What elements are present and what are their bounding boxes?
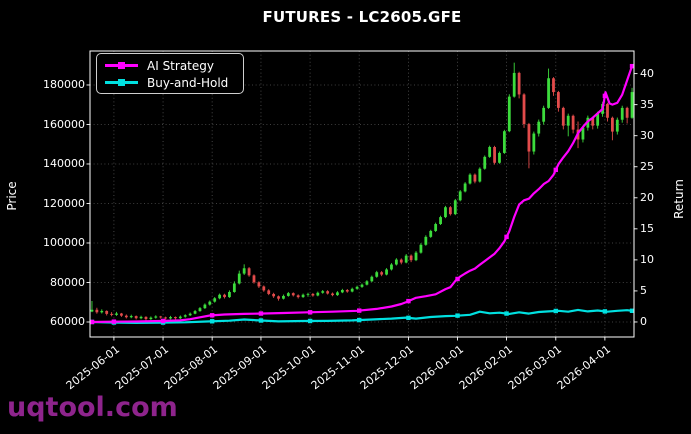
price-tick-label: 60000 bbox=[50, 315, 85, 329]
return-tick-label: 20 bbox=[640, 191, 654, 205]
return-tick-label: 30 bbox=[640, 129, 654, 143]
axis-ticks bbox=[86, 73, 638, 341]
buy-and-hold-line-marker bbox=[553, 308, 558, 314]
return-tick-label: 35 bbox=[640, 98, 654, 112]
price-tick-label: 180000 bbox=[43, 78, 85, 92]
ai-strategy-line-marker bbox=[455, 276, 460, 282]
price-tick-label: 140000 bbox=[43, 157, 85, 171]
buy-and-hold-line-marker bbox=[602, 309, 608, 314]
ai-strategy-line-marker bbox=[111, 319, 117, 324]
ai-strategy-line-marker bbox=[629, 63, 635, 69]
buy-and-hold-line-marker bbox=[629, 308, 635, 313]
buy-and-hold-line-marker bbox=[258, 318, 264, 323]
return-axis-label: Return bbox=[672, 179, 686, 219]
watermark: uqtool.com bbox=[7, 392, 178, 423]
price-tick-label: 80000 bbox=[50, 275, 85, 289]
legend: AI Strategy Buy-and-Hold bbox=[96, 53, 244, 94]
buy-and-hold-line-marker bbox=[209, 319, 215, 324]
price-tick-label: 160000 bbox=[43, 117, 85, 131]
buy-and-hold-line-swatch bbox=[105, 78, 138, 87]
candles-up bbox=[90, 62, 634, 321]
price-tick-label: 100000 bbox=[43, 236, 85, 250]
buy-and-hold-line-marker bbox=[357, 317, 362, 323]
return-tick-label: 25 bbox=[640, 160, 654, 174]
return-tick-label: 15 bbox=[640, 222, 654, 236]
ai-strategy-line bbox=[89, 63, 635, 325]
return-tick-label: 5 bbox=[640, 284, 647, 298]
ai-strategy-line-marker bbox=[602, 93, 608, 99]
buy-and-hold-line-marker bbox=[307, 318, 313, 324]
price-tick-label: 120000 bbox=[43, 196, 85, 210]
ai-strategy-line-marker bbox=[307, 310, 313, 315]
buy-and-hold-line-marker bbox=[455, 313, 460, 318]
ai-strategy-line-marker bbox=[504, 234, 509, 240]
chart-title: FUTURES - LC2605.GFE bbox=[262, 8, 462, 26]
ai-strategy-line-swatch bbox=[105, 61, 138, 70]
ai-strategy-line-marker bbox=[406, 298, 411, 304]
ai-strategy-line-marker bbox=[209, 313, 215, 318]
legend-item-ai-strategy: AI Strategy bbox=[105, 57, 243, 74]
return-tick-label: 10 bbox=[640, 253, 654, 267]
price-axis-label: Price bbox=[5, 181, 19, 211]
ai-strategy-line-marker bbox=[160, 318, 166, 324]
plot-border bbox=[89, 50, 635, 338]
ai-strategy-line-marker bbox=[89, 319, 95, 325]
legend-item-buy-and-hold: Buy-and-Hold bbox=[105, 74, 243, 91]
candles-down bbox=[95, 71, 629, 321]
ai-strategy-line-marker bbox=[357, 308, 362, 313]
buy-and-hold-line-marker bbox=[406, 315, 411, 321]
legend-label-buy-and-hold: Buy-and-Hold bbox=[147, 75, 229, 90]
ai-strategy-line-marker bbox=[258, 311, 264, 316]
return-tick-label: 40 bbox=[640, 67, 654, 81]
return-tick-label: 0 bbox=[640, 315, 647, 329]
buy-and-hold-line-marker bbox=[504, 311, 509, 316]
legend-label-ai-strategy: AI Strategy bbox=[147, 58, 214, 73]
ai-strategy-line-marker bbox=[553, 167, 558, 173]
